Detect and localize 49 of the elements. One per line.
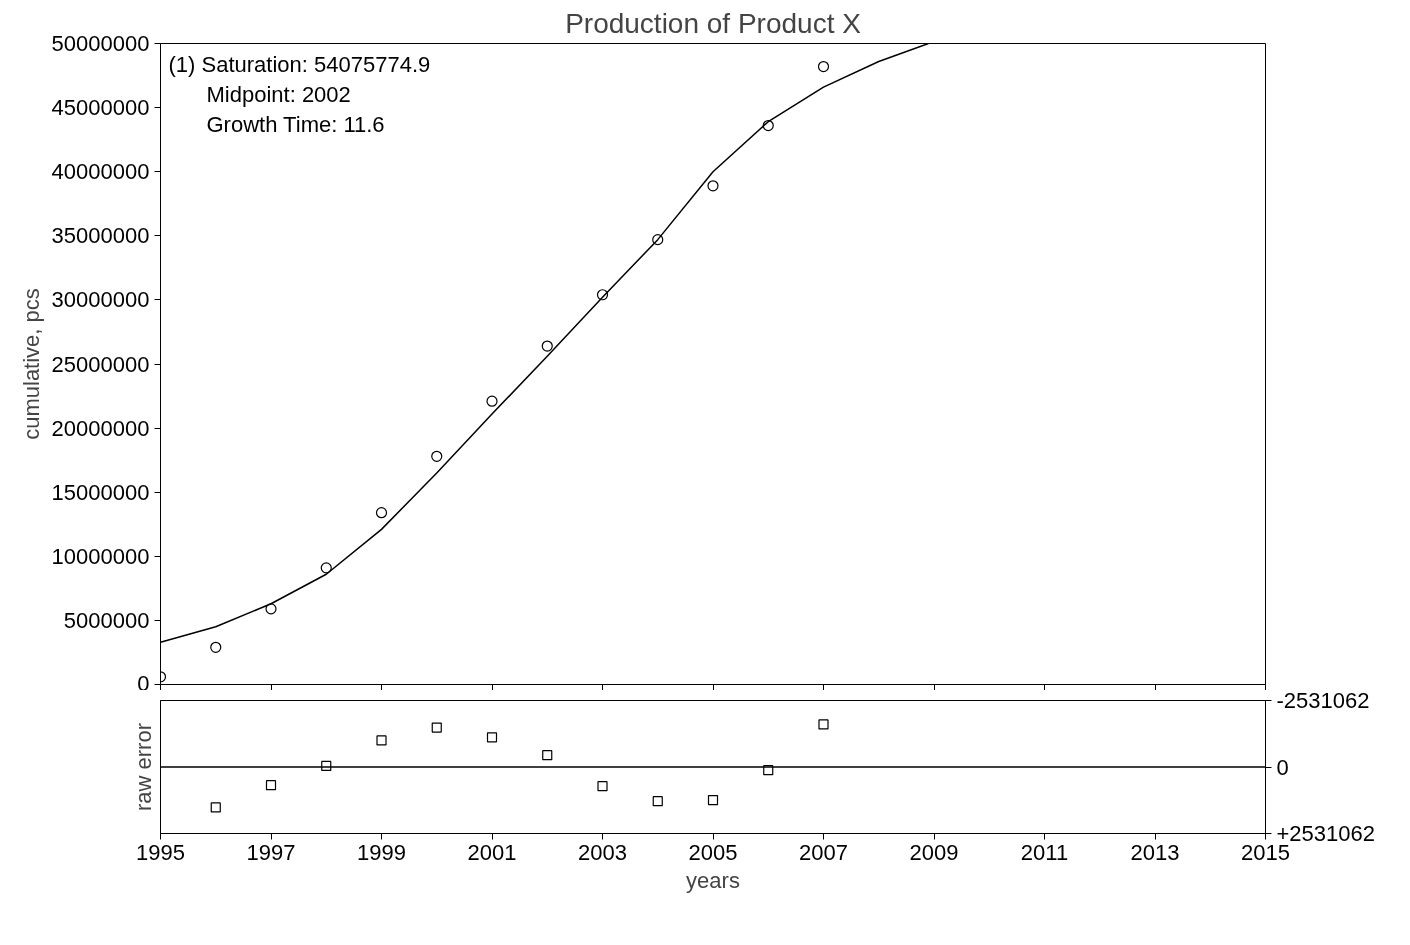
x-tick-label: 2001 <box>467 839 517 865</box>
x-tick-label: 1995 <box>136 839 185 865</box>
x-tick-label: 2013 <box>1130 839 1180 865</box>
point <box>376 735 387 746</box>
point <box>707 795 719 806</box>
x-tick-label: 2007 <box>799 839 848 865</box>
y-tick-label: 45000000 <box>51 95 150 121</box>
point <box>265 780 277 791</box>
point <box>431 722 442 733</box>
point <box>486 732 498 743</box>
point <box>486 395 498 407</box>
point <box>210 802 221 813</box>
y-tick-label: 5000000 <box>63 607 150 633</box>
y-tick-label: 50000000 <box>51 31 150 56</box>
point <box>652 796 663 807</box>
annotation: Growth Time: 11.6 <box>206 111 385 137</box>
point <box>210 641 222 653</box>
annotation: (1) Saturation: 54075774.9 <box>168 51 431 77</box>
point <box>597 781 608 792</box>
x-tick-label: 2005 <box>688 839 738 865</box>
x-tick-label: 1997 <box>246 839 296 865</box>
y-tick-label: 30000000 <box>51 287 150 313</box>
y-tick-label: -2531062 <box>1276 688 1370 713</box>
point <box>375 507 388 519</box>
y-tick-label: 15000000 <box>51 479 150 505</box>
x-axis-title: years <box>686 867 740 893</box>
point <box>707 180 719 192</box>
y-axis-title: raw error <box>130 722 156 812</box>
point <box>320 562 332 574</box>
point <box>431 450 443 462</box>
annotation: Midpoint: 2002 <box>206 81 351 107</box>
x-tick-label: 2011 <box>1020 839 1069 865</box>
y-tick-label: 20000000 <box>51 415 150 441</box>
point <box>265 603 277 615</box>
y-tick-label: 25000000 <box>51 351 150 377</box>
point <box>542 750 553 761</box>
y-tick-label: 10000000 <box>51 543 150 569</box>
chart-title: Production of Product X <box>565 7 862 39</box>
point <box>818 719 829 730</box>
x-tick-label: 2009 <box>909 839 959 865</box>
y-axis-title: cumulative, pcs <box>18 288 44 440</box>
point <box>541 340 553 352</box>
y-tick-label: 0 <box>1276 754 1289 780</box>
point <box>817 60 830 73</box>
y-tick-label: 40000000 <box>51 159 150 185</box>
y-tick-label: 35000000 <box>51 223 150 249</box>
x-tick-label: 2003 <box>578 839 627 865</box>
y-tick-label: 0 <box>137 670 150 696</box>
x-tick-label: 1999 <box>357 839 406 865</box>
